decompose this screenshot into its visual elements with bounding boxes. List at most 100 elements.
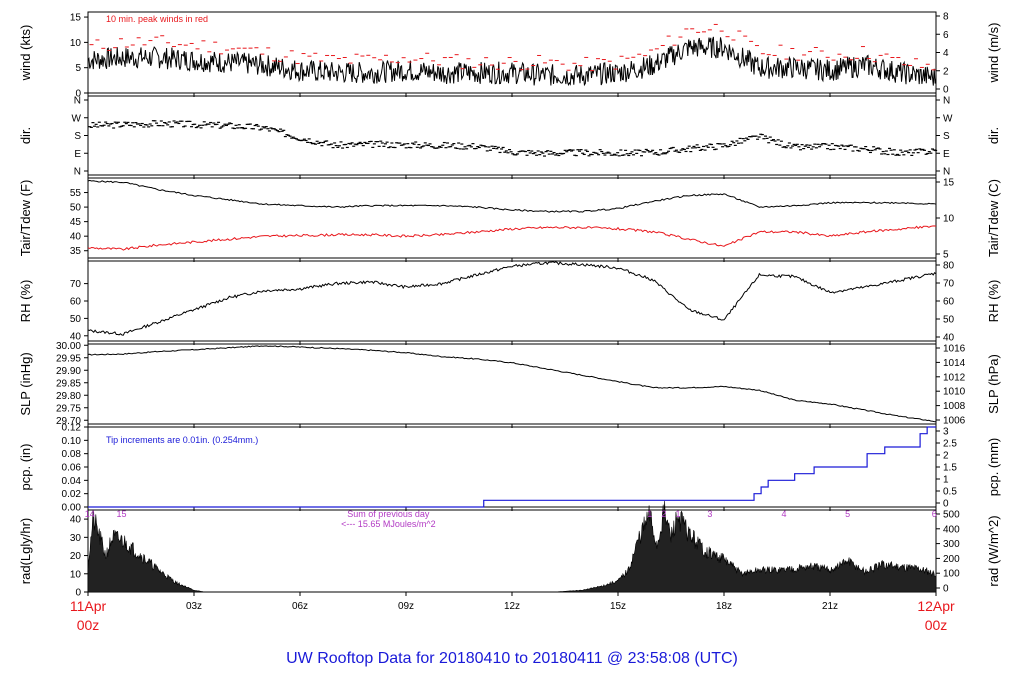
right-tick-label: 40 (943, 333, 955, 344)
left-tick-label: 15 (70, 13, 82, 24)
panel-frame-wind (87, 11, 937, 94)
left-axis-label-temp: Tair/Tdew (F) (18, 180, 33, 257)
right-axis-label-dir: dir. (986, 127, 1001, 144)
x-tick-label: 03z (186, 601, 202, 612)
left-tick-label: S (74, 131, 81, 142)
right-tick-label: 1.5 (943, 463, 957, 474)
left-tick-label: 30 (70, 533, 82, 544)
right-axis-label-temp: Tair/Tdew (C) (986, 179, 1001, 257)
left-tick-label: 29.70 (56, 416, 81, 427)
right-tick-label: E (943, 149, 950, 160)
annotation-rad: Sum of previous day (347, 509, 430, 519)
series-line-tdew (87, 225, 937, 251)
left-axis-label-pcp: pcp. (in) (18, 444, 33, 491)
left-tick-label: 40 (70, 232, 82, 243)
series-line-wind-mean (87, 36, 937, 87)
left-tick-label: 29.75 (56, 403, 81, 414)
x-tick-label: 21z (822, 601, 838, 612)
right-tick-label: 300 (943, 539, 960, 550)
right-tick-label: 6 (943, 30, 949, 41)
left-tick-label: 29.95 (56, 353, 81, 364)
right-axis-label-pcp: pcp. (mm) (986, 438, 1001, 497)
series-line-tair (87, 179, 937, 213)
left-tick-label: 45 (70, 217, 82, 228)
right-tick-label: 0 (943, 499, 949, 510)
right-tick-label: 1014 (943, 358, 966, 369)
left-tick-label: 35 (70, 246, 82, 257)
right-tick-label: 5 (943, 250, 949, 261)
series-area-rad (87, 500, 937, 593)
right-tick-label: 500 (943, 510, 960, 521)
left-tick-label: N (74, 96, 81, 107)
x-tick-label: 18z (716, 601, 732, 612)
left-tick-label: 29.85 (56, 378, 81, 389)
right-tick-label: 70 (943, 279, 955, 290)
x-start-label-hour: 00z (77, 617, 100, 633)
x-end-label-hour: 00z (925, 617, 948, 633)
left-tick-label: N (74, 167, 81, 178)
rad-hour-label: 2 (661, 509, 666, 519)
annotation-rad: <--- 15.65 MJoules/m^2 (341, 519, 436, 529)
series-line-pcp (88, 426, 936, 508)
right-tick-label: 1006 (943, 416, 966, 427)
left-tick-label: 60 (70, 297, 82, 308)
right-tick-label: 1010 (943, 387, 966, 398)
right-tick-label: 60 (943, 297, 955, 308)
left-tick-label: 0.10 (62, 436, 82, 447)
x-tick-label: 09z (398, 601, 414, 612)
series-line-rh (87, 261, 937, 336)
x-start-label-date: 11Apr (70, 598, 107, 614)
panel-frame-rh (87, 260, 937, 342)
right-tick-label: 10 (943, 214, 955, 225)
rad-hour-label: 5 (845, 509, 850, 519)
right-tick-label: 2.5 (943, 439, 957, 450)
chart-footer-title: UW Rooftop Data for 20180410 to 20180411… (286, 650, 738, 667)
panel-frame-slp (87, 343, 937, 425)
panel-frame-dir (87, 95, 937, 176)
panel-frame-temp (87, 177, 937, 259)
left-axis-label-dir: dir. (18, 127, 33, 144)
x-tick-label: 06z (292, 601, 308, 612)
left-tick-label: E (74, 149, 81, 160)
left-axis-label-rad: rad(Lgly/hr) (18, 518, 33, 584)
right-tick-label: N (943, 167, 950, 178)
right-tick-label: 0 (943, 85, 949, 96)
right-tick-label: 200 (943, 554, 960, 565)
left-tick-label: 0.12 (62, 423, 82, 434)
left-tick-label: 0.06 (62, 463, 82, 474)
left-tick-label: 55 (70, 188, 82, 199)
right-tick-label: 2 (943, 66, 949, 77)
right-tick-label: 1016 (943, 344, 966, 355)
annotation-wind: 10 min. peak winds in red (106, 14, 208, 24)
left-tick-label: 10 (70, 38, 82, 49)
right-axis-label-rad: rad (W/m^2) (986, 515, 1001, 586)
right-tick-label: 1012 (943, 372, 966, 383)
right-tick-label: 100 (943, 569, 960, 580)
x-tick-label: 12z (504, 601, 520, 612)
right-tick-label: 400 (943, 524, 960, 535)
series-line-slp (87, 345, 937, 423)
left-tick-label: 0.02 (62, 489, 82, 500)
right-tick-label: 50 (943, 315, 955, 326)
right-tick-label: 0.5 (943, 487, 957, 498)
x-tick-label: 15z (610, 601, 626, 612)
right-tick-label: N (943, 96, 950, 107)
rad-hour-label: 3 (707, 509, 712, 519)
right-tick-label: 8 (943, 12, 949, 23)
right-tick-label: 15 (943, 178, 955, 189)
left-axis-label-rh: RH (%) (18, 280, 33, 323)
rad-hour-label: 6 (932, 509, 937, 519)
left-tick-label: 70 (70, 279, 82, 290)
right-tick-label: W (943, 113, 953, 124)
left-axis-label-slp: SLP (inHg) (18, 352, 33, 415)
right-tick-label: 80 (943, 261, 955, 272)
left-tick-label: 0 (75, 588, 81, 599)
annotation-pcp: Tip increments are 0.01in. (0.254mm.) (106, 435, 258, 445)
right-tick-label: 2 (943, 451, 949, 462)
left-tick-label: 50 (70, 203, 82, 214)
left-tick-label: 29.90 (56, 366, 81, 377)
left-tick-label: W (72, 113, 82, 124)
right-tick-label: 1 (943, 475, 949, 486)
left-tick-label: 5 (75, 63, 81, 74)
